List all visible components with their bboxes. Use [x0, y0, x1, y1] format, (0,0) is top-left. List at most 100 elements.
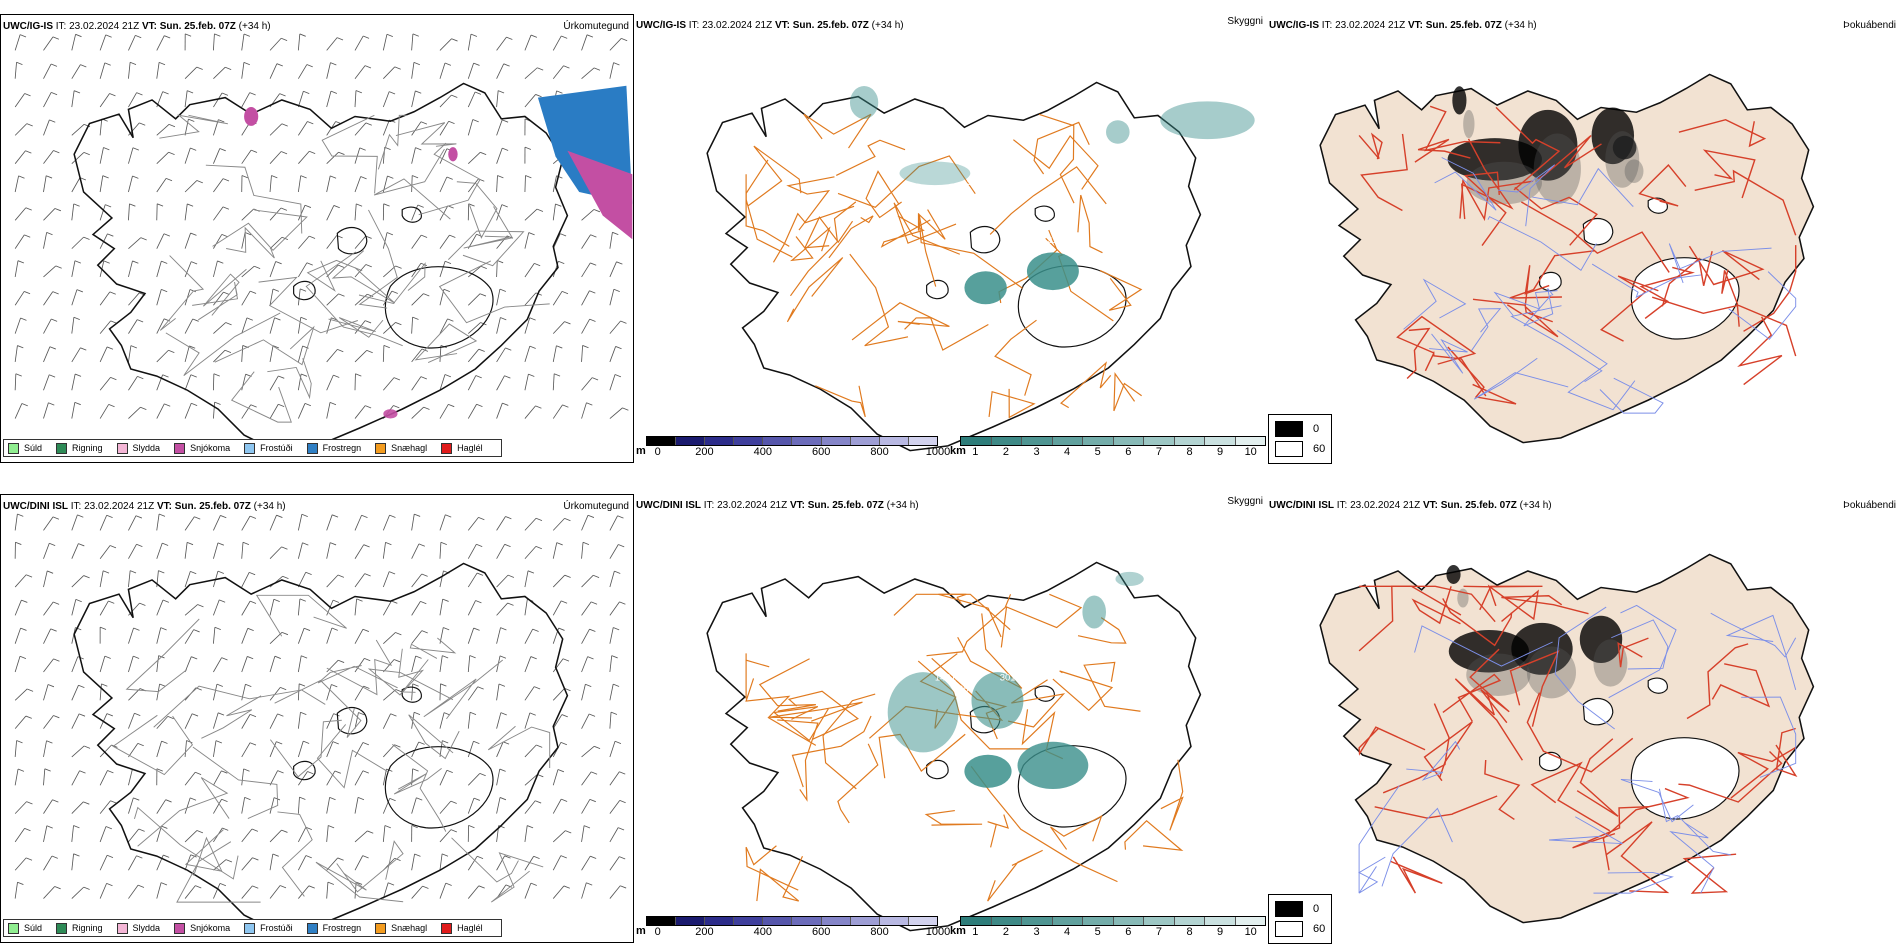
glacier-outline: [1539, 751, 1562, 772]
wind-barb-flag: [189, 289, 197, 293]
wind-barb-flag: [586, 34, 594, 38]
wind-barb: [14, 828, 25, 843]
wind-barb-flag: [163, 233, 171, 237]
colorbar-segment: [734, 917, 764, 925]
wind-barb: [71, 853, 74, 871]
wind-barb: [213, 859, 227, 871]
glacier-outline: [926, 279, 949, 300]
road-line: [1510, 305, 1603, 383]
road-line: [924, 810, 983, 826]
legend-swatch: [1275, 421, 1303, 437]
wind-barb: [298, 885, 310, 899]
panel-title-fog-top: Þokuábendi: [1843, 20, 1896, 31]
wind-barb-flag: [332, 741, 339, 745]
fog-index-high: [1446, 565, 1461, 584]
wind-barb-flag: [477, 686, 484, 690]
wind-barb: [354, 65, 366, 79]
low-visibility-area: [1160, 101, 1255, 140]
wind-barb: [99, 883, 107, 899]
wind-barb: [297, 33, 301, 51]
wind-barb: [354, 830, 368, 843]
wind-barb-flag: [593, 574, 600, 579]
wind-barb: [496, 119, 503, 136]
wind-barb: [14, 291, 25, 306]
wind-barb-flag: [188, 118, 195, 122]
wind-barb-flag: [415, 147, 422, 151]
road-line: [377, 114, 407, 170]
colorbar-segment: [1113, 917, 1144, 925]
wind-barb: [326, 175, 331, 193]
road-line: [1725, 614, 1797, 691]
wind-barb-flag: [55, 265, 62, 269]
wind-barb: [439, 800, 452, 814]
fog-legend-bottom: 0 60: [1268, 894, 1333, 944]
wind-barb: [71, 599, 77, 616]
wind-barb-flag: [386, 33, 393, 38]
wind-barb: [382, 34, 388, 51]
fog-index-mid: [1624, 159, 1644, 184]
wind-barb: [496, 175, 498, 193]
road-line: [1523, 288, 1554, 327]
wind-barb: [241, 290, 251, 306]
wind-barb-flag: [139, 602, 146, 606]
wind-barb: [241, 515, 251, 531]
colorbar-segment: [879, 437, 909, 445]
low-visibility-area: [964, 754, 1012, 788]
wind-barb: [382, 882, 389, 899]
wind-barb: [297, 598, 301, 616]
wind-barb-flag: [217, 542, 224, 546]
wind-barb-flag: [17, 260, 25, 264]
wind-barb-flag: [51, 318, 58, 322]
wind-barb: [156, 403, 165, 419]
wind-barb: [439, 148, 448, 164]
wind-barb-flag: [582, 345, 589, 349]
wind-barb: [43, 799, 53, 814]
wind-barb-flag: [621, 38, 628, 42]
wind-barb-flag: [275, 261, 282, 265]
wind-barb: [326, 235, 338, 249]
wind-barb-flag: [332, 514, 339, 518]
wind-barb: [496, 712, 502, 729]
wind-barb-flag: [26, 801, 33, 805]
wind-barb-flag: [159, 683, 166, 687]
wind-barb: [382, 542, 386, 559]
wind-barb-flag: [190, 570, 197, 575]
precip-legend-item: Frostúði: [244, 922, 293, 934]
wind-barb-flag: [563, 65, 570, 69]
wind-barb: [297, 712, 301, 729]
road-line: [1728, 271, 1797, 340]
wind-barb: [71, 713, 80, 729]
wind-barb: [14, 123, 28, 136]
road-line: [815, 385, 866, 418]
wind-barb-flag: [611, 655, 618, 659]
road-line: [1013, 134, 1099, 190]
wind-barb-flag: [281, 37, 288, 41]
wind-barb-flag: [130, 345, 137, 349]
colorbar-segment: [1113, 437, 1144, 445]
wind-barb-flag: [197, 604, 204, 608]
precip-legend-item: Snjókoma: [174, 922, 230, 934]
wind-barb: [298, 64, 308, 79]
wind-barb-flag: [54, 208, 62, 212]
colorbar-unit: km: [950, 925, 966, 937]
road-line: [336, 840, 404, 893]
wind-barb: [609, 232, 613, 249]
cloud-panel-top: 31 93 38 21 UWC/IG-IS IT: 23.02.2024 21Z VT…: [634, 14, 1267, 463]
wind-barb-flag: [586, 882, 593, 886]
wind-barb-flag: [330, 90, 338, 94]
wind-barb-flag: [470, 33, 478, 37]
wind-barb-flag: [364, 657, 371, 662]
wind-barb: [297, 741, 304, 758]
wind-barb-flag: [395, 265, 402, 269]
wind-barb: [467, 655, 471, 673]
wind-barb-flag: [561, 290, 569, 295]
road-line: [994, 319, 1037, 396]
wind-barb: [552, 233, 561, 249]
wind-barb-flag: [356, 598, 363, 602]
fog-panel-top: UWC/IG-IS IT: 23.02.2024 21Z VT: Sun. 25…: [1267, 14, 1900, 463]
wind-barb-flag: [336, 37, 344, 41]
wind-barb-flag: [167, 715, 174, 720]
wind-barb: [326, 825, 329, 842]
wind-barb-flag: [254, 265, 261, 269]
wind-barb: [14, 345, 18, 362]
